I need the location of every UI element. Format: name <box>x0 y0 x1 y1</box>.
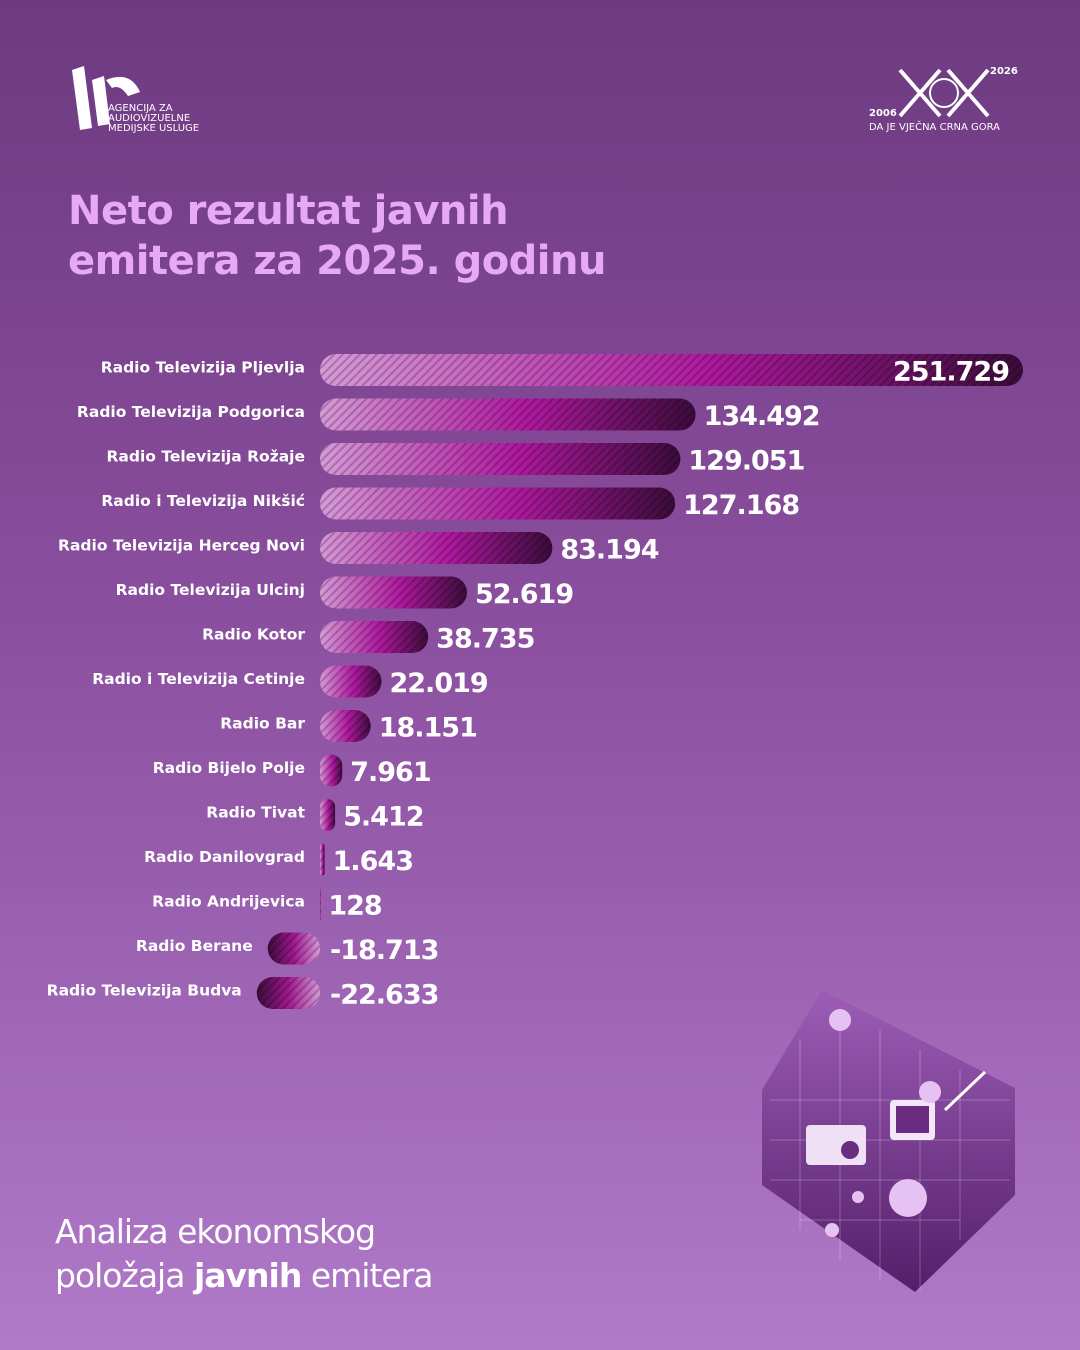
bar-group <box>320 576 467 609</box>
value-label: 83.194 <box>560 535 658 566</box>
category-label: Radio Televizija Pljevlja <box>101 359 305 377</box>
category-label: Radio i Televizija Nikšić <box>101 492 305 510</box>
category-label: Radio Danilovgrad <box>144 848 305 866</box>
bar-hatch <box>320 754 343 787</box>
category-label: Radio Televizija Ulcinj <box>116 581 305 599</box>
bar-hatch <box>256 977 320 1009</box>
anniversary-logo <box>898 68 990 118</box>
agency-line: AUDIOVIZUELNE <box>108 113 191 124</box>
bar-hatch <box>320 799 336 831</box>
agency-line: AGENCIJA ZA <box>108 103 173 114</box>
bar-hatch <box>320 398 696 431</box>
agency-name: AGENCIJA ZA AUDIOVIZUELNE MEDIJSKE USLUG… <box>108 104 199 134</box>
category-label: Radio Bar <box>220 715 305 733</box>
bar-hatch <box>320 888 321 920</box>
value-label: 22.019 <box>389 668 487 699</box>
value-label: 127.168 <box>683 490 799 521</box>
bar-group <box>320 754 343 787</box>
bar-hatch <box>320 665 382 698</box>
value-label: 52.619 <box>475 579 573 610</box>
bar-hatch <box>320 532 553 564</box>
illustration <box>762 990 1015 1292</box>
category-label: Radio Televizija Rožaje <box>106 448 305 466</box>
bar-hatch <box>320 443 681 475</box>
title-line: Neto rezultat javnih <box>68 188 509 234</box>
category-label: Radio Berane <box>136 937 253 955</box>
category-label: Radio Bijelo Polje <box>153 759 305 777</box>
footer-word: položaja <box>55 1256 185 1295</box>
footer: Analiza ekonomskog položaja javnih emite… <box>55 1210 434 1298</box>
bar-group <box>256 977 320 1009</box>
bar-hatch <box>320 621 429 653</box>
category-label: Radio Televizija Budva <box>47 982 242 1000</box>
bar-group <box>320 621 429 653</box>
value-label: 129.051 <box>688 446 804 477</box>
category-label: Radio i Televizija Cetinje <box>92 670 305 688</box>
chart-title: Neto rezultat javnih emitera za 2025. go… <box>68 186 606 286</box>
value-label: 1.643 <box>333 846 413 877</box>
bar-group <box>320 710 371 742</box>
year-start: 2006 <box>869 108 897 119</box>
bar-hatch <box>320 487 676 520</box>
bar-group <box>320 532 553 564</box>
value-label: 251.729 <box>893 357 1009 388</box>
bar-group <box>320 888 321 920</box>
category-label: Radio Televizija Herceg Novi <box>58 537 305 555</box>
bar-group <box>320 843 325 876</box>
agency-line: MEDIJSKE USLUGE <box>108 123 200 134</box>
value-label: -18.713 <box>330 935 438 966</box>
bar-group <box>320 799 336 831</box>
bar-group <box>320 443 681 475</box>
footer-line: Analiza ekonomskog <box>55 1212 376 1251</box>
title-line: emitera za 2025. godinu <box>68 238 606 284</box>
bar-hatch <box>320 354 1023 386</box>
year-end: 2026 <box>990 66 1018 77</box>
category-label: Radio Kotor <box>202 626 305 644</box>
value-label: 5.412 <box>343 802 423 833</box>
bar-group <box>320 665 382 698</box>
footer-line: položaja javnih emitera <box>55 1254 434 1298</box>
footer-word-bold: javnih <box>193 1256 302 1295</box>
bar-group <box>320 354 1023 386</box>
bar-hatch <box>320 843 325 876</box>
value-label: 128 <box>328 891 382 922</box>
value-label: 134.492 <box>704 401 820 432</box>
agency-logo <box>72 66 140 130</box>
value-label: 7.961 <box>350 757 430 788</box>
bar-group <box>320 487 676 520</box>
category-label: Radio Televizija Podgorica <box>77 403 305 421</box>
bar-hatch <box>267 932 320 965</box>
footer-word: emitera <box>310 1256 434 1295</box>
value-label: 18.151 <box>379 713 477 744</box>
value-label: -22.633 <box>330 980 438 1011</box>
value-label: 38.735 <box>436 624 534 655</box>
category-label: Radio Tivat <box>206 804 305 822</box>
bar-hatch <box>320 576 467 609</box>
bar-group <box>267 932 320 965</box>
category-label: Radio Andrijevica <box>152 893 305 911</box>
bar-group <box>320 398 696 431</box>
motto: DA JE VJEČNA CRNA GORA <box>869 122 1001 133</box>
bar-hatch <box>320 710 371 742</box>
